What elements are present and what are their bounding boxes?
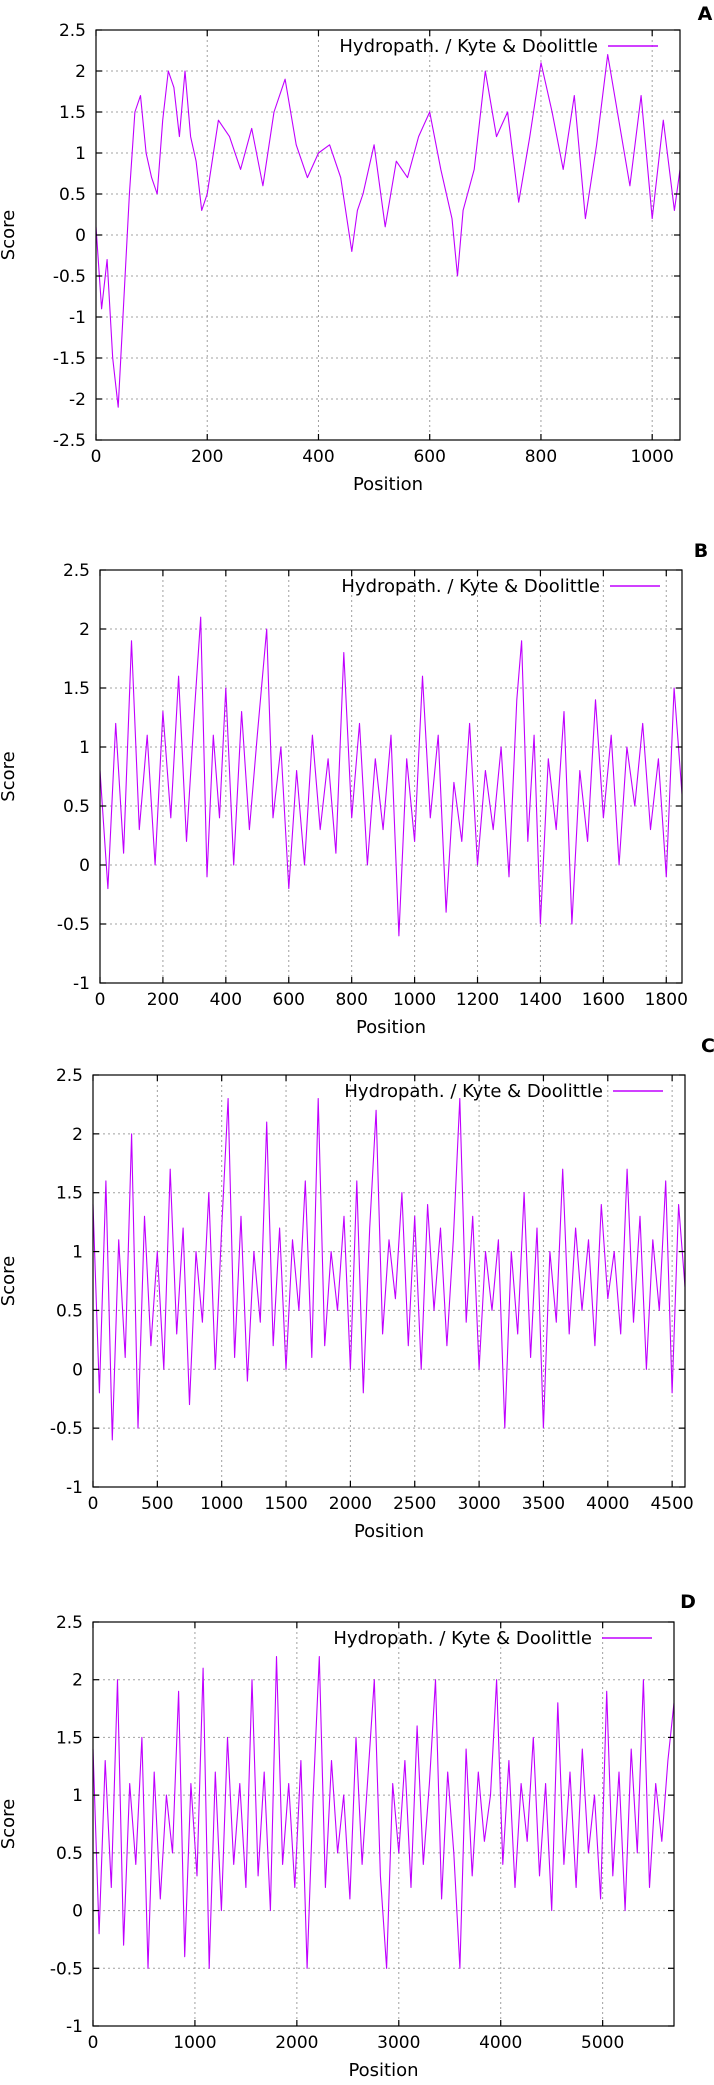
y-tick-label: 0.5 bbox=[63, 797, 90, 817]
chart-panel-d: 0 1000 2000 3000 4000 5000 2.5 2 1.5 1 0.5 0 -0.5 -1 P… bbox=[0, 1591, 696, 2081]
plot-frame bbox=[92, 1074, 686, 1488]
x-tick-label: 5000 bbox=[581, 2033, 624, 2053]
x-tick-label: 0 bbox=[95, 990, 106, 1010]
legend-label: Hydropath. / Kyte & Doolittle bbox=[339, 36, 598, 57]
x-tick-label: 600 bbox=[273, 990, 305, 1010]
y-tick-label: -0.5 bbox=[50, 1959, 83, 1979]
x-tick-label: 600 bbox=[413, 447, 445, 467]
x-tick-label: 2000 bbox=[329, 1494, 372, 1514]
x-tick-label: 0 bbox=[91, 447, 102, 467]
series-line bbox=[99, 616, 683, 937]
x-tick-label: 1000 bbox=[631, 447, 674, 467]
x-tick-label: 1000 bbox=[173, 2033, 216, 2053]
plot-frame bbox=[99, 569, 683, 984]
chart-panel-b: 0 200 400 600 800 1000 1200 1400 1600 1800 2.5 2 1.5… bbox=[0, 540, 708, 1038]
y-tick-label: -2.5 bbox=[53, 431, 86, 451]
y-tick-label: -1 bbox=[66, 2017, 83, 2037]
x-tick-label: 200 bbox=[147, 990, 179, 1010]
y-tick-label: -0.5 bbox=[50, 1419, 83, 1439]
y-tick-label: 2 bbox=[75, 62, 86, 82]
panel-letter: B bbox=[694, 540, 708, 562]
y-tick-label: 0.5 bbox=[59, 185, 86, 205]
x-tick-label: 1000 bbox=[393, 990, 436, 1010]
y-tick-label: 1 bbox=[79, 738, 90, 758]
y-tick-label: -1.5 bbox=[53, 349, 86, 369]
x-tick-label: 1200 bbox=[456, 990, 499, 1010]
series-line bbox=[92, 1097, 686, 1441]
y-tick-label: 2.5 bbox=[56, 1066, 83, 1086]
y-tick-label: 0 bbox=[72, 1902, 83, 1922]
y-tick-label: 2.5 bbox=[59, 21, 86, 41]
x-tick-label: 4500 bbox=[650, 1494, 693, 1514]
y-tick-label: 2 bbox=[72, 1125, 83, 1145]
y-tick-label: 1.5 bbox=[56, 1728, 83, 1748]
y-tick-label: 1.5 bbox=[56, 1184, 83, 1204]
series-line bbox=[92, 1656, 675, 1969]
x-tick-label: 1400 bbox=[519, 990, 562, 1010]
y-tick-label: 2.5 bbox=[63, 561, 90, 581]
x-tick-label: 1600 bbox=[582, 990, 625, 1010]
y-tick-label: 0.5 bbox=[56, 1844, 83, 1864]
x-tick-label: 400 bbox=[210, 990, 242, 1010]
legend-label: Hydropath. / Kyte & Doolittle bbox=[341, 576, 600, 597]
y-axis-label: Score bbox=[0, 210, 19, 260]
x-tick-label: 3000 bbox=[377, 2033, 420, 2053]
panel-letter: A bbox=[698, 3, 713, 25]
y-tick-label: 0 bbox=[72, 1360, 83, 1380]
y-tick-label: 0 bbox=[75, 226, 86, 246]
legend-label: Hydropath. / Kyte & Doolittle bbox=[333, 1628, 592, 1649]
y-tick-label: 2.5 bbox=[56, 1613, 83, 1633]
x-tick-label: 2500 bbox=[393, 1494, 436, 1514]
panel-letter: D bbox=[680, 1591, 696, 1613]
x-axis-label: Position bbox=[353, 474, 423, 495]
x-tick-label: 4000 bbox=[479, 2033, 522, 2053]
y-tick-label: -1 bbox=[66, 1478, 83, 1498]
x-tick-label: 800 bbox=[335, 990, 367, 1010]
y-axis-label: Score bbox=[0, 1256, 19, 1306]
x-tick-label: 0 bbox=[88, 1494, 99, 1514]
y-tick-label: 1 bbox=[72, 1786, 83, 1806]
y-tick-label: -0.5 bbox=[53, 267, 86, 287]
y-tick-label: 1 bbox=[75, 144, 86, 164]
x-tick-label: 500 bbox=[141, 1494, 173, 1514]
x-tick-label: 3500 bbox=[522, 1494, 565, 1514]
y-tick-label: -2 bbox=[69, 390, 86, 410]
y-tick-label: -0.5 bbox=[57, 915, 90, 935]
plot-frame bbox=[92, 1621, 675, 2027]
y-tick-label: 0.5 bbox=[56, 1301, 83, 1321]
chart-panel-c: 0 500 1000 1500 2000 2500 3000 3500 4000 4500 2.5 2… bbox=[0, 1035, 714, 1542]
y-tick-label: 1 bbox=[72, 1243, 83, 1263]
y-tick-label: 2 bbox=[79, 620, 90, 640]
legend-label: Hydropath. / Kyte & Doolittle bbox=[344, 1081, 603, 1102]
y-tick-label: -1 bbox=[69, 308, 86, 328]
y-tick-label: 1.5 bbox=[59, 103, 86, 123]
x-tick-label: 1800 bbox=[645, 990, 688, 1010]
x-tick-label: 2000 bbox=[275, 2033, 318, 2053]
x-axis-label: Position bbox=[348, 2060, 418, 2081]
x-axis-label: Position bbox=[356, 1017, 426, 1038]
x-tick-label: 3000 bbox=[457, 1494, 500, 1514]
x-tick-label: 0 bbox=[88, 2033, 99, 2053]
x-tick-label: 800 bbox=[525, 447, 557, 467]
panel-letter: C bbox=[701, 1035, 714, 1057]
x-tick-label: 1000 bbox=[200, 1494, 243, 1514]
chart-panel-a: 0 200 400 600 800 1000 2.5 2 1.5 1 0.5 0 -0.5 -1 -1.5 -… bbox=[0, 3, 713, 495]
x-tick-label: 4000 bbox=[586, 1494, 629, 1514]
x-tick-label: 1500 bbox=[264, 1494, 307, 1514]
x-axis-label: Position bbox=[354, 1521, 424, 1542]
y-axis-label: Score bbox=[0, 1799, 19, 1849]
y-tick-label: 0 bbox=[79, 856, 90, 876]
x-tick-label: 200 bbox=[191, 447, 223, 467]
series-line bbox=[95, 54, 681, 408]
y-tick-label: -1 bbox=[73, 974, 90, 994]
x-tick-label: 400 bbox=[302, 447, 334, 467]
y-tick-label: 1.5 bbox=[63, 679, 90, 699]
y-axis-label: Score bbox=[0, 751, 19, 801]
y-tick-label: 2 bbox=[72, 1671, 83, 1691]
